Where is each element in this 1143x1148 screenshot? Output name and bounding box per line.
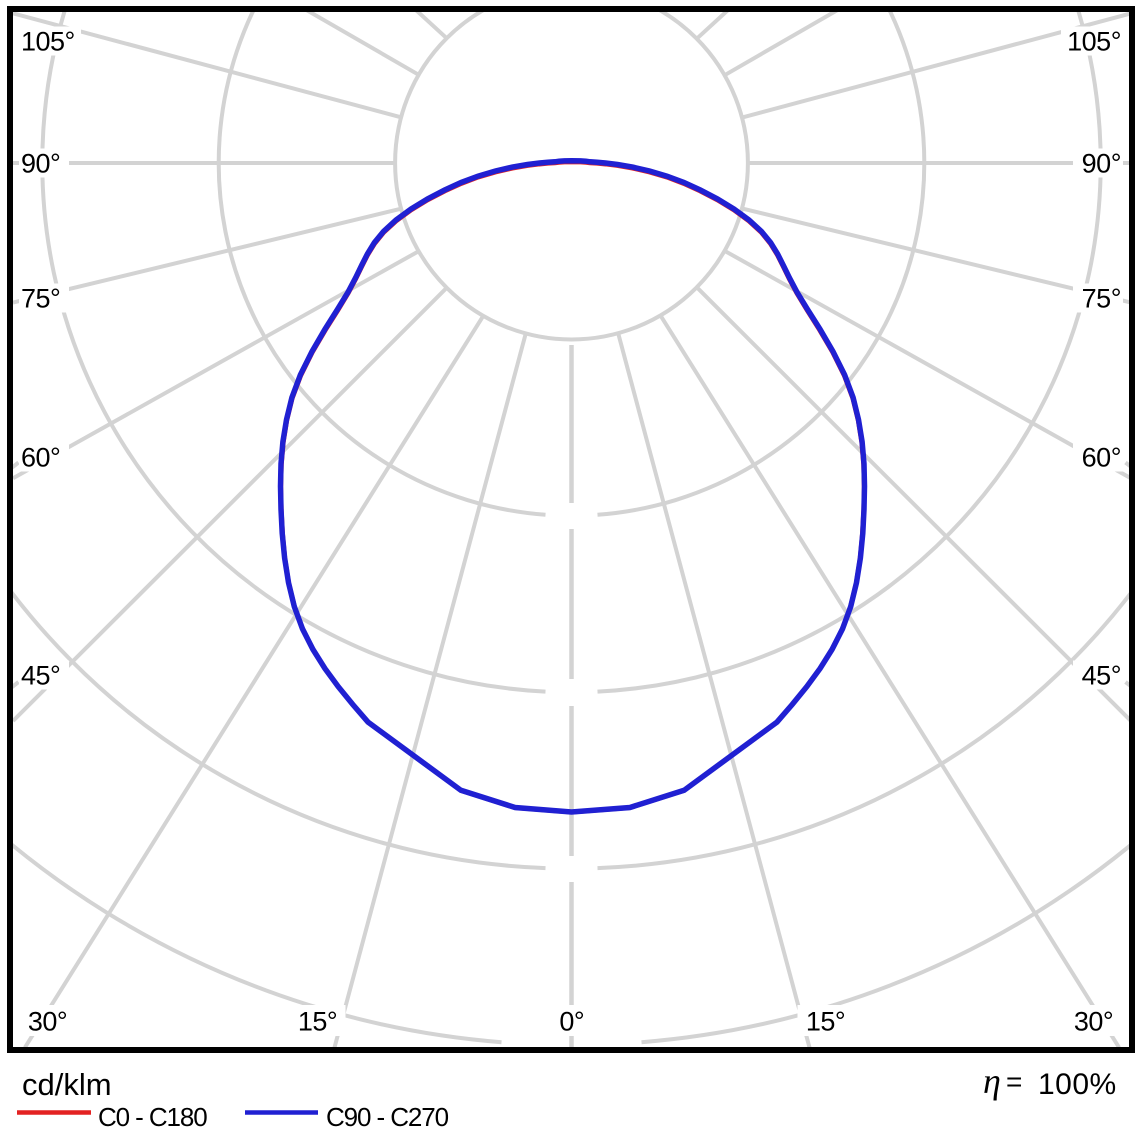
svg-text:C90 - C270: C90 - C270 xyxy=(326,1102,449,1132)
svg-text:90°: 90° xyxy=(1082,149,1121,179)
svg-text:60°: 60° xyxy=(21,443,60,473)
svg-text:105°: 105° xyxy=(1067,27,1121,57)
svg-text:30°: 30° xyxy=(1074,1007,1113,1037)
svg-text:0°: 0° xyxy=(559,1007,584,1037)
svg-text:105°: 105° xyxy=(21,27,75,57)
svg-text:75°: 75° xyxy=(21,284,60,314)
svg-text:90°: 90° xyxy=(21,149,60,179)
svg-text:15°: 15° xyxy=(806,1007,845,1037)
svg-text:75°: 75° xyxy=(1082,284,1121,314)
svg-text:100%: 100% xyxy=(1038,1068,1117,1101)
svg-text:45°: 45° xyxy=(1082,661,1121,691)
svg-text:cd/klm: cd/klm xyxy=(22,1067,112,1102)
svg-text:=: = xyxy=(1006,1066,1022,1097)
svg-text:60°: 60° xyxy=(1082,443,1121,473)
svg-text:η: η xyxy=(983,1061,1001,1101)
svg-text:15°: 15° xyxy=(298,1007,337,1037)
svg-text:30°: 30° xyxy=(28,1007,67,1037)
svg-text:C0 - C180: C0 - C180 xyxy=(98,1102,207,1132)
svg-text:45°: 45° xyxy=(21,661,60,691)
